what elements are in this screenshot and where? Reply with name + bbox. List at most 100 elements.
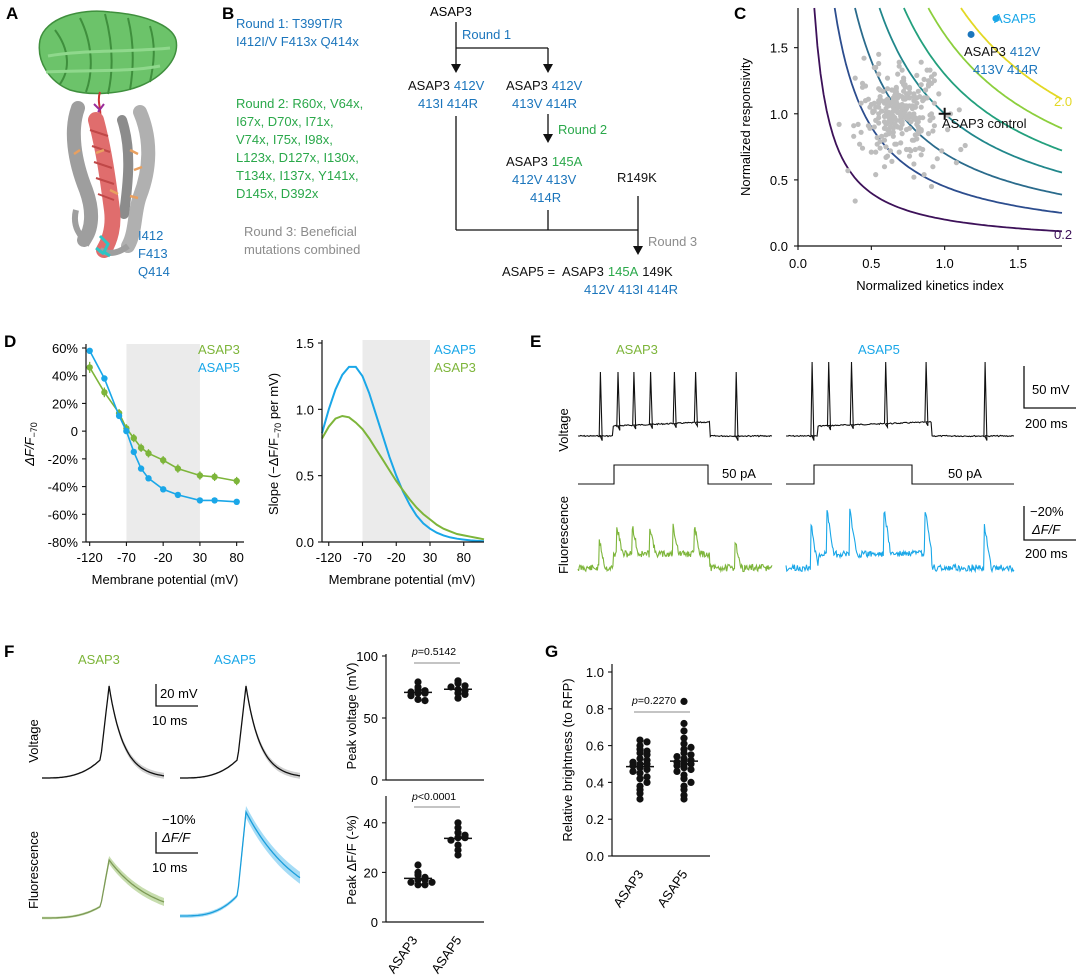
screen-dot: [873, 172, 879, 178]
screen-dot: [876, 104, 882, 110]
screen-dot: [914, 72, 920, 78]
data-dot: [673, 762, 681, 770]
screen-dot: [883, 98, 889, 104]
asap5-spike-fluor: [180, 809, 301, 917]
x-tick-label: -20: [387, 550, 406, 565]
data-dot: [407, 878, 415, 886]
panel-g-ticks: 0.0 0.2 0.4 0.6 0.8 1.0: [586, 665, 612, 864]
y-tick-label: 1.5: [296, 336, 314, 351]
round2-list-line-1: Round 2: R60x, V64x,: [236, 96, 363, 111]
peak-voltage-pvalue: p=0.5142: [411, 646, 456, 658]
screen-dot: [896, 63, 902, 69]
data-dot: [680, 719, 688, 728]
data-dot: [454, 679, 462, 687]
asap5-voltage-trace: [786, 361, 1015, 441]
y-tick-label: 0.0: [586, 849, 604, 864]
asap3-current-step: [578, 464, 772, 485]
screen-dot: [896, 149, 902, 155]
screen-dot: [868, 149, 874, 155]
data-dot: [643, 760, 651, 768]
data-dot: [680, 795, 688, 803]
panel-g-pvalue: p=0.2270: [631, 695, 676, 707]
panel-f-title-asap3: ASAP3: [78, 652, 120, 667]
screen-dot: [876, 71, 882, 77]
screen-dot: [914, 121, 920, 127]
contour-line: [903, 7, 1063, 152]
screen-dot: [911, 115, 917, 121]
panel-f-fluor-label: Fluorescence: [26, 831, 41, 909]
screen-dot: [906, 90, 913, 96]
screen-dot: [911, 161, 917, 167]
screen-dot: [931, 123, 938, 129]
screen-dot: [918, 59, 924, 65]
round3-list-line-2: mutations combined: [244, 242, 360, 257]
data-dot: [636, 789, 644, 798]
screen-dot: [901, 78, 907, 84]
data-dot: [414, 876, 422, 884]
screen-dot: [876, 115, 882, 121]
screen-dot: [928, 111, 935, 117]
final-name: ASAP3: [562, 264, 604, 279]
variant-v1a: ASAP3 412V 413I 414R: [408, 78, 485, 111]
data-dot: [461, 834, 469, 842]
screen-dot: [865, 96, 872, 102]
screen-dot: [890, 129, 896, 135]
data-point: [137, 444, 145, 451]
panel-d-right-series: [321, 365, 485, 543]
y-tick-label: -20%: [48, 452, 79, 467]
panel-d-left-ylabel: ΔF/F−70: [22, 422, 39, 467]
round2-list: Round 2: R60x, V64x, I67x, D70x, I71x, V…: [236, 96, 363, 201]
screen-dot: [871, 124, 877, 130]
panel-d-left-ylabel-sub: −70: [29, 422, 39, 437]
data-dot: [414, 861, 422, 869]
panel-e-voltage-label: Voltage: [556, 408, 571, 451]
y-tick-label: 100: [356, 649, 378, 664]
screen-dot: [874, 135, 880, 141]
y-tick-label: 0.0: [770, 239, 788, 254]
x-tick-label: 80: [229, 550, 243, 565]
x-tick-label: 30: [193, 550, 207, 565]
screen-dot: [855, 121, 861, 127]
panel-d-right-ylabel-end: per mV): [266, 373, 281, 423]
screen-dot: [908, 148, 914, 154]
data-dot: [636, 749, 644, 757]
screen-dot: [958, 146, 964, 153]
data-dot: [414, 689, 422, 697]
screen-dot: [899, 131, 905, 137]
screen-dot: [903, 127, 910, 133]
y-tick-label: 0: [371, 773, 378, 788]
variant-point: [967, 30, 975, 38]
round2-list-line-3: V74x, I75x, I98x,: [236, 132, 333, 147]
screen-dot: [892, 92, 898, 98]
screen-dot: [945, 127, 951, 133]
y-tick-label: -60%: [48, 507, 79, 522]
slope-curve-asap3: [321, 414, 485, 541]
data-dot: [687, 765, 695, 774]
peak-voltage-dots: [404, 677, 472, 705]
screen-dot: [899, 111, 905, 117]
spike-scale-f-unit: ΔF/F: [161, 830, 191, 845]
y-tick-label: 0.6: [586, 739, 604, 754]
panel-d-left-plot: -120 -70 -20 30 80 60% 40% 20% 0 -20% -40% -60% -80%…: [22, 341, 244, 587]
screen-dot: [911, 174, 917, 180]
legend-right-asap5: ASAP5: [434, 342, 476, 357]
peak-dff-xlabel-asap5: ASAP5: [428, 933, 464, 976]
screen-dot: [876, 98, 882, 104]
data-point: [211, 497, 218, 504]
screen-dot: [881, 113, 888, 119]
screen-dot: [879, 133, 885, 139]
screen-dot: [877, 94, 883, 100]
y-tick-label: 40: [364, 816, 378, 831]
asap3-fluorescence-trace: [577, 523, 773, 574]
screen-dot: [925, 78, 932, 84]
data-point: [233, 498, 240, 505]
panel-c-ylabel: Normalized responsivity: [738, 58, 753, 196]
screen-dot: [923, 87, 929, 93]
panel-g: G 0.0 0.2 0.4 0.6 0.8 1.0 p=0.2270 Relative b…: [545, 642, 710, 910]
screen-dots: [836, 51, 968, 204]
screen-dot: [870, 109, 876, 116]
data-dot: [447, 836, 455, 844]
variant-v1a-line2: 413I 414R: [418, 96, 478, 111]
screen-dot: [868, 101, 874, 108]
screen-dot: [931, 100, 938, 106]
